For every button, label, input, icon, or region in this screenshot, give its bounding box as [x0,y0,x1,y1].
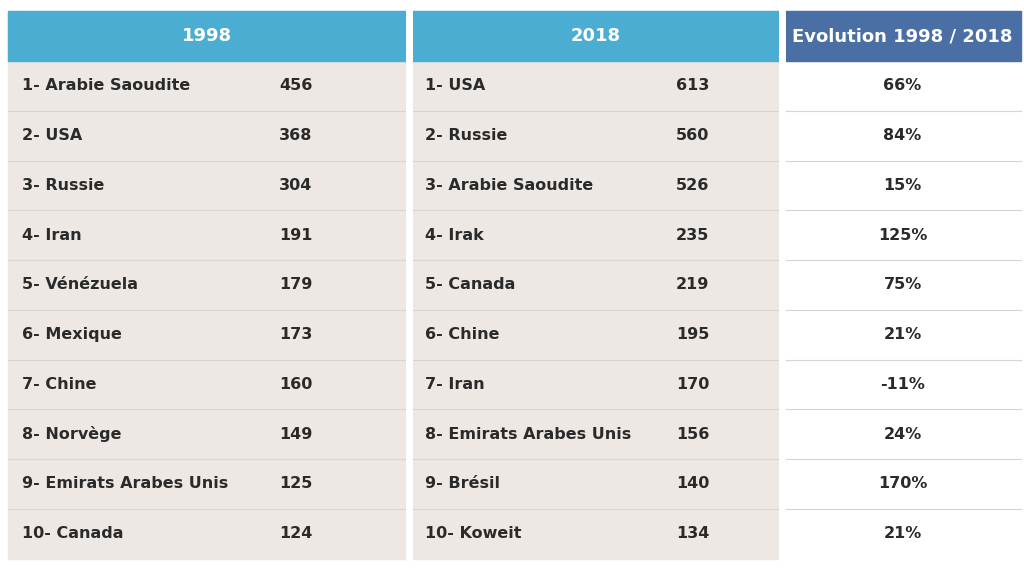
Text: 526: 526 [676,178,710,193]
Text: Evolution 1998 / 2018: Evolution 1998 / 2018 [793,27,1013,45]
Bar [8,11,407,559]
Text: 195: 195 [676,327,710,342]
Text: 3- Russie: 3- Russie [22,178,103,193]
Text: 75%: 75% [884,278,922,292]
Text: 125%: 125% [878,227,928,243]
Text: 7- Chine: 7- Chine [22,377,96,392]
Text: 8- Emirats Arabes Unis: 8- Emirats Arabes Unis [425,427,631,442]
Text: 170: 170 [676,377,710,392]
Text: 560: 560 [676,128,710,143]
Text: 3- Arabie Saoudite: 3- Arabie Saoudite [425,178,593,193]
Text: 124: 124 [279,526,312,542]
Bar [8,11,407,61]
Text: 2- Russie: 2- Russie [425,128,507,143]
Text: 173: 173 [279,327,312,342]
Text: 1- USA: 1- USA [425,78,485,93]
Text: 170%: 170% [878,477,928,491]
Text: 4- Irak: 4- Irak [425,227,483,243]
Bar [412,11,779,61]
Text: 21%: 21% [884,526,922,542]
Text: 5- Canada: 5- Canada [425,278,515,292]
Text: -11%: -11% [881,377,925,392]
Bar [784,11,1021,559]
Text: 134: 134 [676,526,710,542]
Text: 179: 179 [279,278,312,292]
Text: 84%: 84% [884,128,922,143]
Text: 9- Emirats Arabes Unis: 9- Emirats Arabes Unis [22,477,227,491]
Text: 6- Chine: 6- Chine [425,327,499,342]
Text: 4- Iran: 4- Iran [22,227,81,243]
Text: 8- Norvège: 8- Norvège [22,426,121,442]
Text: 235: 235 [676,227,710,243]
Text: 6- Mexique: 6- Mexique [22,327,122,342]
Text: 10- Canada: 10- Canada [22,526,123,542]
Text: 304: 304 [279,178,312,193]
Text: 156: 156 [676,427,710,442]
Text: 160: 160 [279,377,312,392]
Text: 191: 191 [279,227,312,243]
Text: 10- Koweit: 10- Koweit [425,526,521,542]
Text: 15%: 15% [884,178,922,193]
Bar [784,11,1021,61]
Text: 149: 149 [279,427,312,442]
Text: 613: 613 [676,78,710,93]
Text: 2- USA: 2- USA [22,128,82,143]
Text: 7- Iran: 7- Iran [425,377,484,392]
Text: 125: 125 [279,477,312,491]
Text: 5- Vénézuela: 5- Vénézuela [22,278,137,292]
Text: 24%: 24% [884,427,922,442]
Text: 2018: 2018 [570,27,621,45]
Text: 140: 140 [676,477,710,491]
Text: 456: 456 [279,78,312,93]
Text: 9- Brésil: 9- Brésil [425,477,500,491]
Text: 1- Arabie Saoudite: 1- Arabie Saoudite [22,78,189,93]
Text: 66%: 66% [884,78,922,93]
Text: 219: 219 [676,278,710,292]
Text: 1998: 1998 [182,27,232,45]
Bar [412,11,779,559]
Text: 368: 368 [279,128,312,143]
Text: 21%: 21% [884,327,922,342]
